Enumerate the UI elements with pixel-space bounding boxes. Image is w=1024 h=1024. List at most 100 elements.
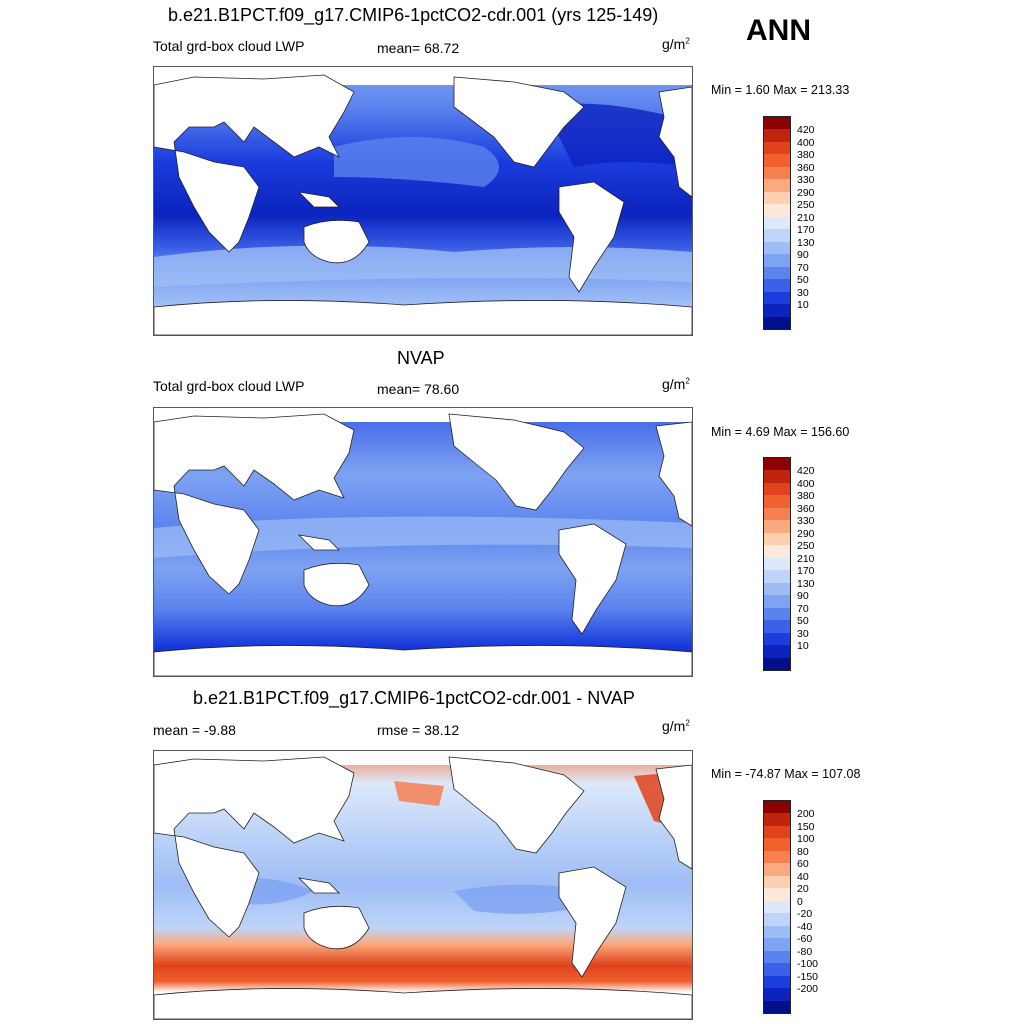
colorbar-swatch [764,545,790,559]
colorbar-tick-label: -20 [797,908,813,921]
colorbar-tick-label: -200 [797,983,819,996]
colorbar-swatch [764,216,790,230]
colorbar-swatch [764,241,790,255]
colorbar-swatch [764,607,790,621]
colorbar-swatch [764,141,790,155]
colorbar-swatch [764,1000,790,1014]
colorbar-tick-label: 20 [797,883,809,896]
colorbar-swatch [764,595,790,609]
colorbar-swatch [764,963,790,977]
colorbar-tick-label: 10 [797,640,809,653]
colorbar-tick-label: 420 [797,124,815,137]
panel-3-minmax: Min = -74.87 Max = 107.08 [711,767,861,781]
colorbar-swatch [764,900,790,914]
colorbar-swatch [764,204,790,218]
panel-3-colorbar [763,800,791,1014]
colorbar-swatch [764,254,790,268]
colorbar-tick-label: 70 [797,602,809,615]
colorbar-swatch [764,279,790,293]
colorbar-tick-label: 290 [797,527,815,540]
colorbar-tick-label: 360 [797,502,815,515]
colorbar-swatch [764,470,790,484]
colorbar-swatch [764,950,790,964]
colorbar-tick-label: 50 [797,274,809,287]
colorbar-swatch [764,582,790,596]
panel-3-units: g/m2 [662,718,690,734]
colorbar-tick-label: 90 [797,249,809,262]
colorbar-swatch [764,875,790,889]
colorbar-swatch [764,482,790,496]
panel-1-mean-label: mean= 68.72 [377,40,460,56]
colorbar-swatch [764,813,790,827]
colorbar-tick-label: 30 [797,627,809,640]
colorbar-tick-label: 100 [797,833,815,846]
panel-1-colorbar [763,116,791,330]
panel-2-colorbar [763,457,791,671]
panel-1-title: b.e21.B1PCT.f09_g17.CMIP6-1pctCO2-cdr.00… [168,5,659,25]
colorbar-swatch [764,191,790,205]
colorbar-tick-label: 360 [797,161,815,174]
colorbar-swatch [764,801,790,814]
colorbar-swatch [764,495,790,509]
colorbar-tick-label: 250 [797,199,815,212]
colorbar-swatch [764,938,790,952]
colorbar-tick-label: 400 [797,477,815,490]
colorbar-tick-label: 40 [797,870,809,883]
colorbar-tick-label: 210 [797,211,815,224]
colorbar-tick-label: 10 [797,299,809,312]
colorbar-tick-label: -80 [797,945,813,958]
panel-3-title: b.e21.B1PCT.f09_g17.CMIP6-1pctCO2-cdr.00… [193,688,635,708]
colorbar-tick-label: 60 [797,858,809,871]
colorbar-swatch [764,825,790,839]
colorbar-swatch [764,304,790,318]
colorbar-tick-label: 290 [797,186,815,199]
colorbar-tick-label: -100 [797,958,819,971]
colorbar-swatch [764,925,790,939]
colorbar-swatch [764,117,790,130]
panel-2-units: g/m2 [662,376,690,392]
panel-2-minmax: Min = 4.69 Max = 156.60 [711,425,850,439]
colorbar-tick-label: 130 [797,577,815,590]
colorbar-tick-label: -40 [797,920,813,933]
colorbar-swatch [764,838,790,852]
colorbar-swatch [764,888,790,902]
colorbar-tick-label: 380 [797,490,815,503]
colorbar-swatch [764,458,790,471]
colorbar-swatch [764,532,790,546]
colorbar-tick-label: 150 [797,820,815,833]
colorbar-swatch [764,863,790,877]
colorbar-swatch [764,570,790,584]
colorbar-swatch [764,645,790,659]
colorbar-tick-label: 400 [797,136,815,149]
colorbar-tick-label: 70 [797,261,809,274]
colorbar-swatch [764,913,790,927]
colorbar-swatch [764,520,790,534]
colorbar-swatch [764,154,790,168]
panel-2-mean-label: mean= 78.60 [377,381,460,397]
colorbar-tick-label: 130 [797,236,815,249]
colorbar-swatch [764,316,790,330]
colorbar-tick-label: 170 [797,565,815,578]
panel-1-variable-label: Total grd-box cloud LWP [153,38,305,54]
colorbar-swatch [764,166,790,180]
colorbar-tick-label: 50 [797,615,809,628]
panel-3-mean-label: mean = -9.88 [153,722,236,738]
colorbar-swatch [764,266,790,280]
colorbar-tick-label: -150 [797,970,819,983]
panel-1-minmax: Min = 1.60 Max = 213.33 [711,83,850,97]
season-label: ANN [746,14,811,47]
panel-2-variable-label: Total grd-box cloud LWP [153,378,305,394]
colorbar-swatch [764,657,790,671]
colorbar-swatch [764,620,790,634]
colorbar-swatch [764,975,790,989]
colorbar-tick-label: 250 [797,540,815,553]
colorbar-tick-label: 0 [797,895,803,908]
colorbar-tick-label: 200 [797,808,815,821]
colorbar-swatch [764,179,790,193]
colorbar-tick-label: -60 [797,933,813,946]
colorbar-tick-label: 90 [797,590,809,603]
panel-1-map [153,66,693,336]
colorbar-tick-label: 380 [797,149,815,162]
colorbar-swatch [764,850,790,864]
panel-3-rmse-label: rmse = 38.12 [377,722,460,738]
